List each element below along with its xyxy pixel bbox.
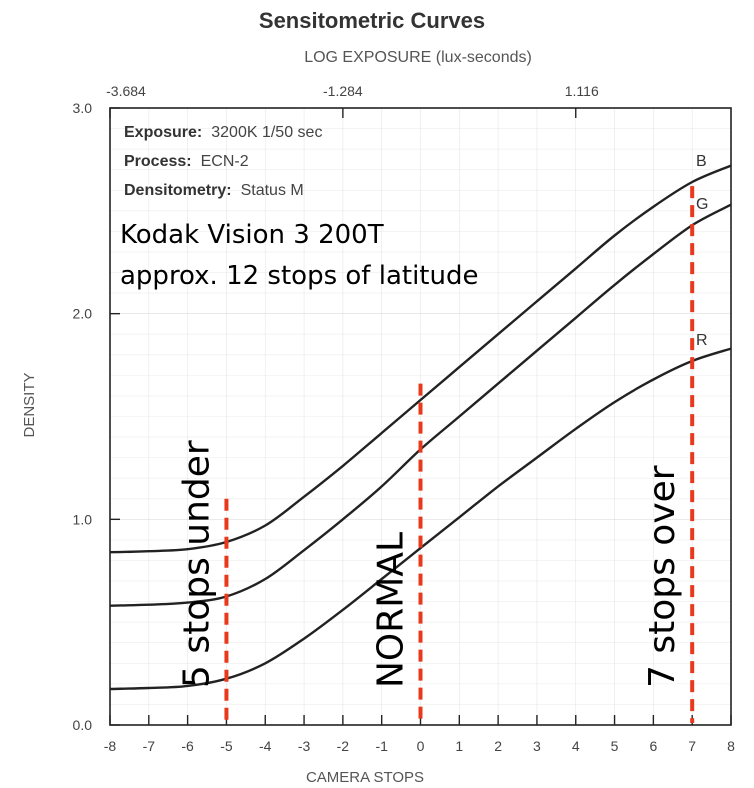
info-process: Process: ECN-2 (124, 153, 249, 170)
curve-label-r: R (696, 332, 708, 349)
info-block: Exposure: 3200K 1/50 sec Process: ECN-2 … (124, 124, 322, 199)
film-name-note: Kodak Vision 3 200T (120, 220, 384, 250)
x-tick-label: 5 (611, 738, 619, 754)
chart-title: Sensitometric Curves (259, 8, 485, 33)
top-tick-label: -1.284 (323, 83, 363, 99)
info-process-label: Process: (124, 153, 192, 170)
stop-markers: 5 stops under NORMAL 7 stops over (176, 186, 695, 723)
y-tick-label: 3.0 (73, 100, 93, 116)
stop-marker-label: 5 stops under (176, 440, 217, 688)
info-exposure: Exposure: 3200K 1/50 sec (124, 124, 322, 141)
x-axis-label: CAMERA STOPS (306, 769, 424, 786)
info-process-value: ECN-2 (201, 153, 249, 170)
y-tick-label: 0.0 (73, 717, 93, 733)
x-tick-label: -6 (181, 738, 194, 754)
y-axis-label: DENSITY (21, 372, 38, 437)
curve-label-b: B (696, 153, 707, 170)
axis-ticks: -8 -7 -6 -5 -4 -3 -2 -1 0 1 2 3 4 5 6 7 8 0.0 1.0 2.0 3.0 -3.… (73, 83, 736, 754)
top-tick-label: -3.684 (106, 83, 146, 99)
curve-b (109, 164, 732, 554)
info-densitometry-value: Status M (241, 182, 304, 199)
x-tick-label: 1 (455, 738, 463, 754)
info-exposure-value: 3200K 1/50 sec (211, 124, 322, 141)
x-tick-label: 6 (649, 738, 657, 754)
x-tick-label: 0 (417, 738, 425, 754)
x-tick-label: 8 (727, 738, 735, 754)
info-densitometry-label: Densitometry: (124, 182, 232, 199)
x-tick-label: -7 (143, 738, 156, 754)
curve-label-g: G (696, 196, 708, 213)
x-tick-label: -1 (375, 738, 388, 754)
x-tick-label: 4 (572, 738, 580, 754)
latitude-note: approx. 12 stops of latitude (120, 261, 478, 291)
y-tick-label: 2.0 (73, 306, 93, 322)
x-tick-label: -5 (220, 738, 233, 754)
x-tick-label: -4 (259, 738, 272, 754)
info-densitometry: Densitometry: Status M (124, 182, 304, 199)
top-axis-label: LOG EXPOSURE (lux-seconds) (304, 49, 532, 66)
info-exposure-label: Exposure: (124, 124, 202, 141)
top-tick-label: 1.116 (565, 83, 599, 99)
stop-marker-label: 7 stops over (642, 465, 683, 688)
x-tick-label: -2 (337, 738, 350, 754)
x-tick-label: 7 (688, 738, 696, 754)
curve-r (109, 347, 732, 691)
y-tick-label: 1.0 (73, 511, 93, 527)
x-tick-label: -8 (104, 738, 117, 754)
x-tick-label: 2 (494, 738, 502, 754)
stop-marker-label: NORMAL (371, 532, 412, 688)
x-tick-label: 3 (533, 738, 541, 754)
x-tick-label: -3 (298, 738, 311, 754)
